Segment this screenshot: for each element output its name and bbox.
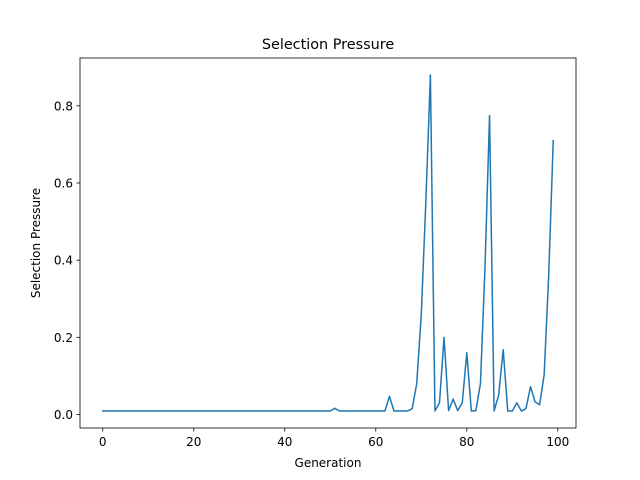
y-tick-label: 0.8 [54, 99, 73, 113]
chart-title: Selection Pressure [262, 37, 394, 53]
x-tick-label: 20 [186, 435, 201, 449]
x-axis: 0 20 40 60 80 100 [99, 428, 569, 449]
y-axis: 0.0 0.2 0.4 0.6 0.8 [54, 99, 80, 422]
plot-area [79, 57, 577, 429]
x-tick-label: 100 [546, 435, 569, 449]
x-tick-label: 0 [99, 435, 107, 449]
y-tick-label: 0.4 [54, 254, 73, 268]
x-tick-label: 40 [277, 435, 292, 449]
series-line [102, 74, 555, 412]
x-tick-label: 80 [459, 435, 474, 449]
x-axis-label: Generation [295, 456, 362, 470]
x-tick-label: 60 [368, 435, 383, 449]
y-tick-label: 0.0 [54, 408, 73, 422]
series-layer [102, 74, 555, 412]
y-tick-label: 0.2 [54, 331, 73, 345]
y-axis-label: Selection Pressure [29, 188, 43, 298]
y-tick-label: 0.6 [54, 177, 73, 191]
